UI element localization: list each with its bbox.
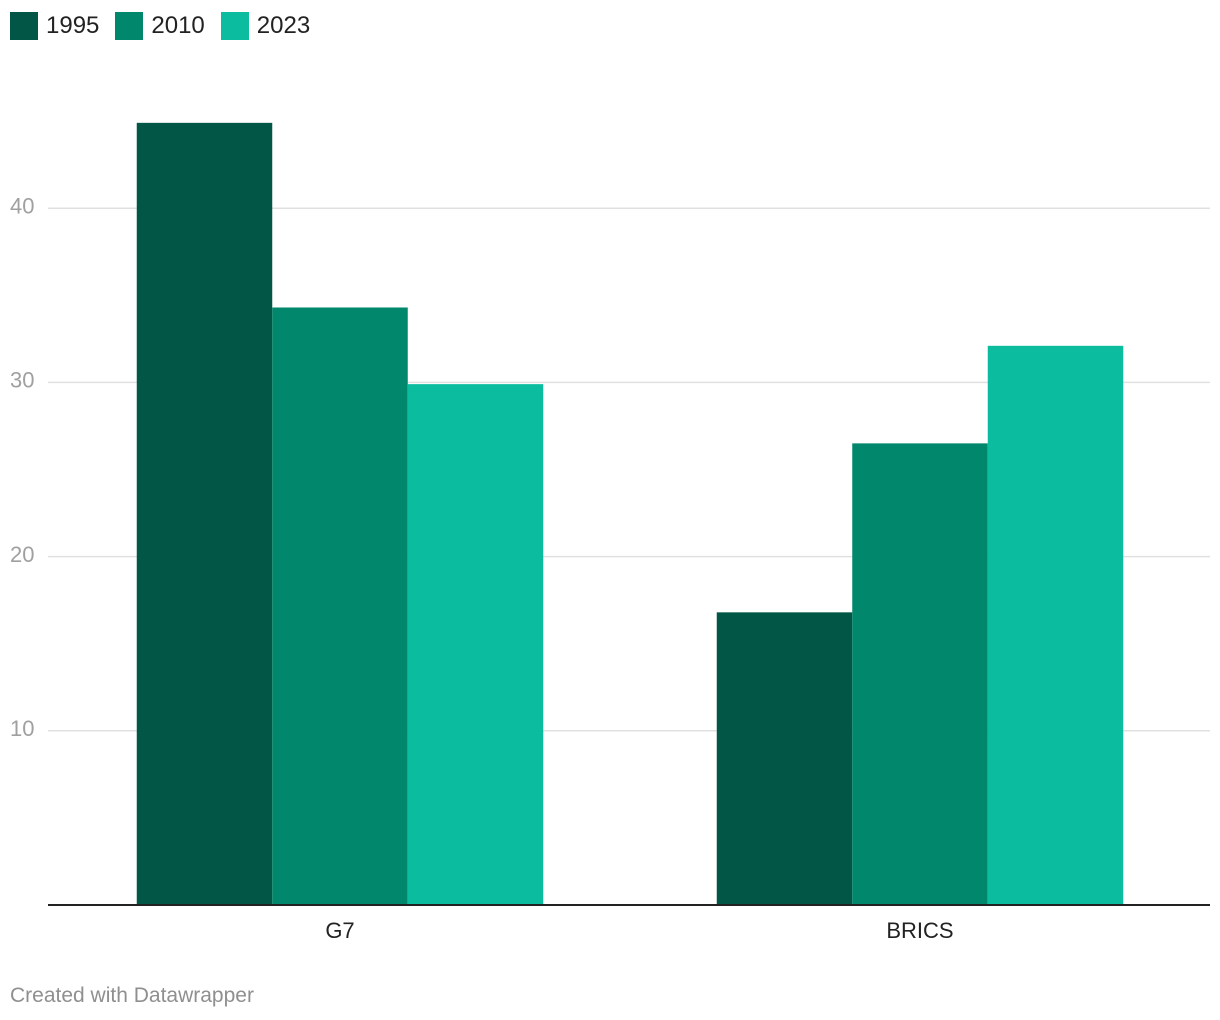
legend-swatch-2010 bbox=[115, 12, 144, 40]
legend-swatch-1995 bbox=[10, 12, 38, 40]
legend-item-2010: 2010 bbox=[115, 12, 205, 40]
x-tick-label-brics: BRICS bbox=[886, 918, 953, 943]
bar-g7-2023 bbox=[407, 384, 544, 906]
legend-item-1995: 1995 bbox=[10, 12, 99, 40]
x-tick-label-g7: G7 bbox=[325, 918, 354, 943]
y-tick-label-40: 40 bbox=[10, 194, 34, 219]
y-tick-label-10: 10 bbox=[10, 716, 34, 741]
legend-item-2023: 2023 bbox=[220, 12, 311, 40]
legend-swatch-2023 bbox=[220, 12, 249, 40]
legend: 1995 2010 2023 bbox=[10, 11, 326, 41]
legend-label-2023: 2023 bbox=[256, 12, 311, 39]
bar-g7-1995 bbox=[136, 122, 273, 906]
y-tick-label-30: 30 bbox=[10, 368, 34, 393]
legend-label-2010: 2010 bbox=[151, 12, 205, 39]
bar-brics-2023 bbox=[987, 345, 1124, 905]
bar-chart: 10 20 30 40 G7 BRICS bbox=[10, 122, 1210, 943]
bar-brics-2010 bbox=[852, 443, 988, 905]
footer-credit: Created with Datawrapper bbox=[10, 984, 254, 1007]
y-tick-label-20: 20 bbox=[10, 542, 34, 567]
bar-brics-1995 bbox=[716, 612, 853, 905]
legend-label-1995: 1995 bbox=[46, 12, 100, 39]
bar-g7-2010 bbox=[272, 307, 408, 905]
